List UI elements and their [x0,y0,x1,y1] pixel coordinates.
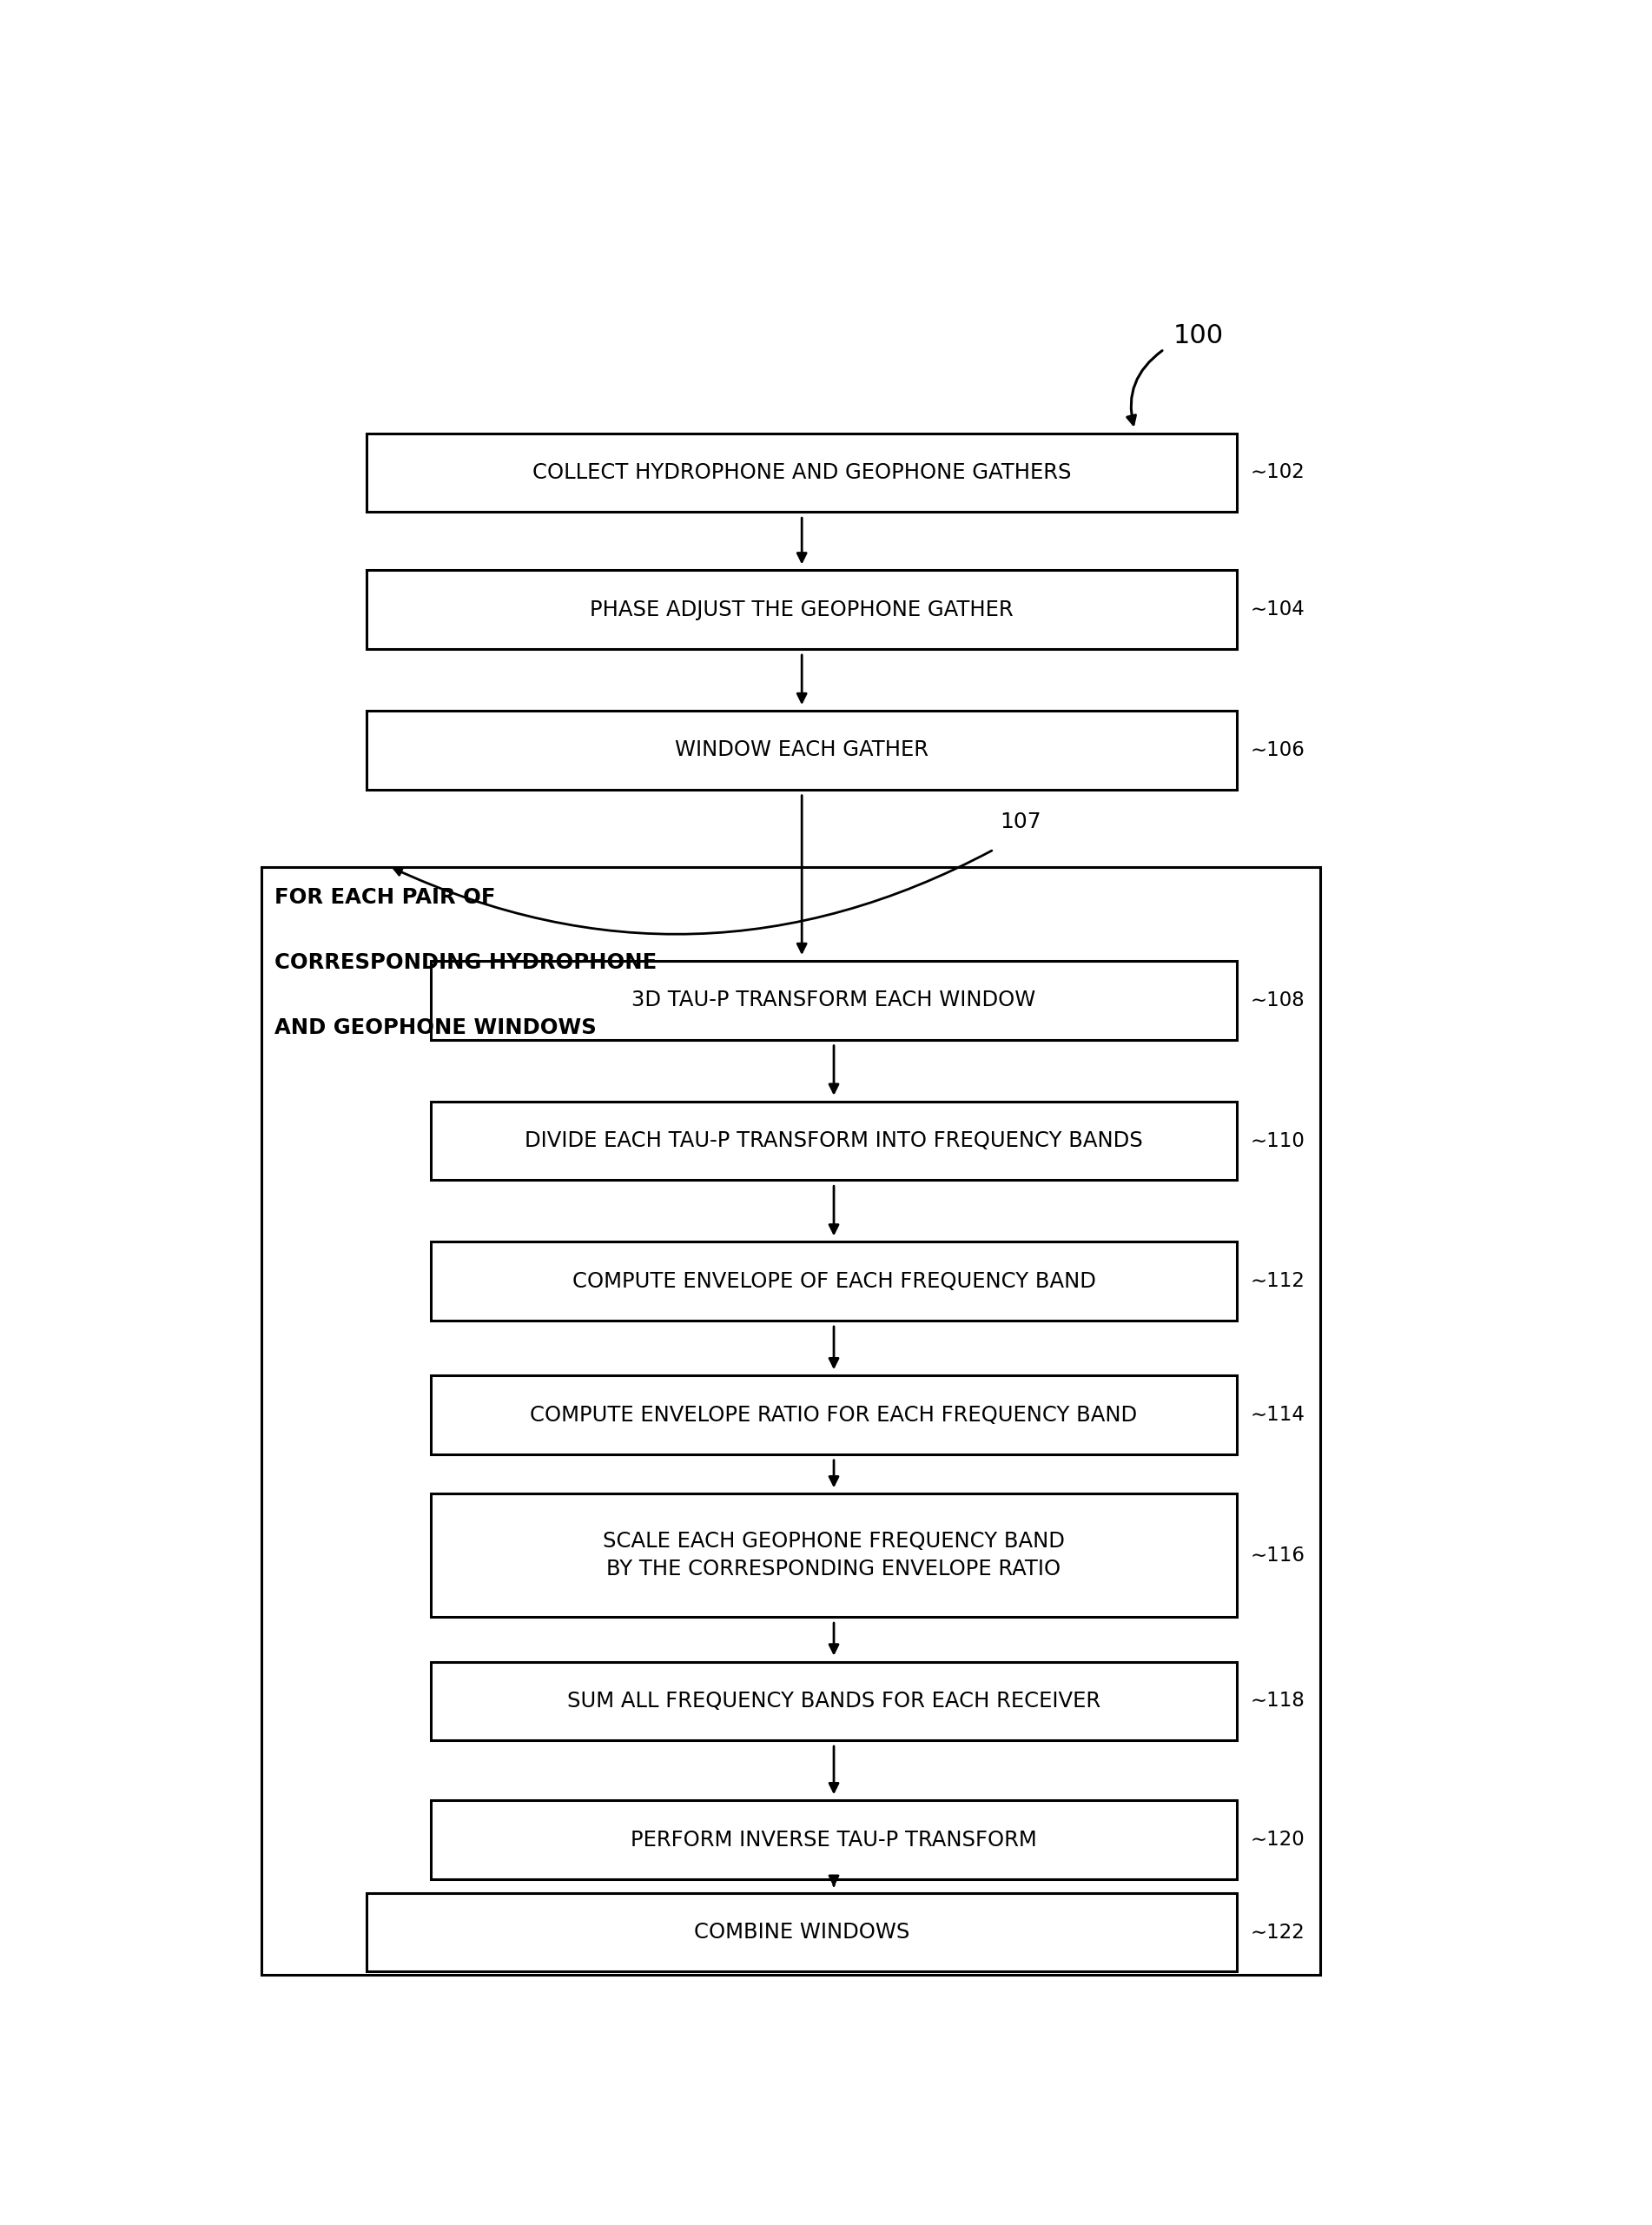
Bar [431,1375,1237,1455]
Bar [261,868,1320,1976]
Text: ∼112: ∼112 [1251,1270,1305,1290]
Text: COLLECT HYDROPHONE AND GEOPHONE GATHERS: COLLECT HYDROPHONE AND GEOPHONE GATHERS [532,463,1070,483]
Text: 100: 100 [1173,323,1224,347]
Text: PHASE ADJUST THE GEOPHONE GATHER: PHASE ADJUST THE GEOPHONE GATHER [590,599,1014,621]
Bar [431,1800,1237,1880]
Text: FOR EACH PAIR OF: FOR EACH PAIR OF [274,888,496,908]
Text: ∼108: ∼108 [1251,990,1305,1010]
Text: SUM ALL FREQUENCY BANDS FOR EACH RECEIVER: SUM ALL FREQUENCY BANDS FOR EACH RECEIVE… [567,1691,1100,1711]
Text: ∼104: ∼104 [1251,601,1305,619]
Text: ∼118: ∼118 [1251,1691,1305,1711]
Text: SCALE EACH GEOPHONE FREQUENCY BAND
BY THE CORRESPONDING ENVELOPE RATIO: SCALE EACH GEOPHONE FREQUENCY BAND BY TH… [603,1531,1066,1580]
Text: CORRESPONDING HYDROPHONE: CORRESPONDING HYDROPHONE [274,952,657,972]
Text: ∼110: ∼110 [1251,1130,1305,1150]
Bar [367,434,1237,512]
Bar [367,1893,1237,1971]
Text: ∼114: ∼114 [1251,1404,1305,1424]
Bar [431,1662,1237,1740]
Bar [431,961,1237,1039]
Text: COMPUTE ENVELOPE OF EACH FREQUENCY BAND: COMPUTE ENVELOPE OF EACH FREQUENCY BAND [572,1270,1095,1293]
Text: 107: 107 [1001,812,1042,832]
Text: ∼106: ∼106 [1251,741,1305,761]
Bar [431,1101,1237,1179]
Text: COMPUTE ENVELOPE RATIO FOR EACH FREQUENCY BAND: COMPUTE ENVELOPE RATIO FOR EACH FREQUENC… [530,1404,1138,1426]
Text: ∼102: ∼102 [1251,463,1305,483]
Bar [367,570,1237,650]
Text: PERFORM INVERSE TAU-P TRANSFORM: PERFORM INVERSE TAU-P TRANSFORM [631,1829,1037,1851]
Bar [367,710,1237,790]
Text: COMBINE WINDOWS: COMBINE WINDOWS [694,1922,910,1942]
Bar [431,1242,1237,1322]
Text: ∼120: ∼120 [1251,1829,1305,1849]
Text: ∼122: ∼122 [1251,1922,1305,1942]
Text: AND GEOPHONE WINDOWS: AND GEOPHONE WINDOWS [274,1017,596,1039]
Text: ∼116: ∼116 [1251,1546,1305,1566]
Text: DIVIDE EACH TAU-P TRANSFORM INTO FREQUENCY BANDS: DIVIDE EACH TAU-P TRANSFORM INTO FREQUEN… [525,1130,1143,1150]
Text: WINDOW EACH GATHER: WINDOW EACH GATHER [676,739,928,761]
Text: 3D TAU-P TRANSFORM EACH WINDOW: 3D TAU-P TRANSFORM EACH WINDOW [631,990,1036,1010]
Bar [431,1493,1237,1618]
